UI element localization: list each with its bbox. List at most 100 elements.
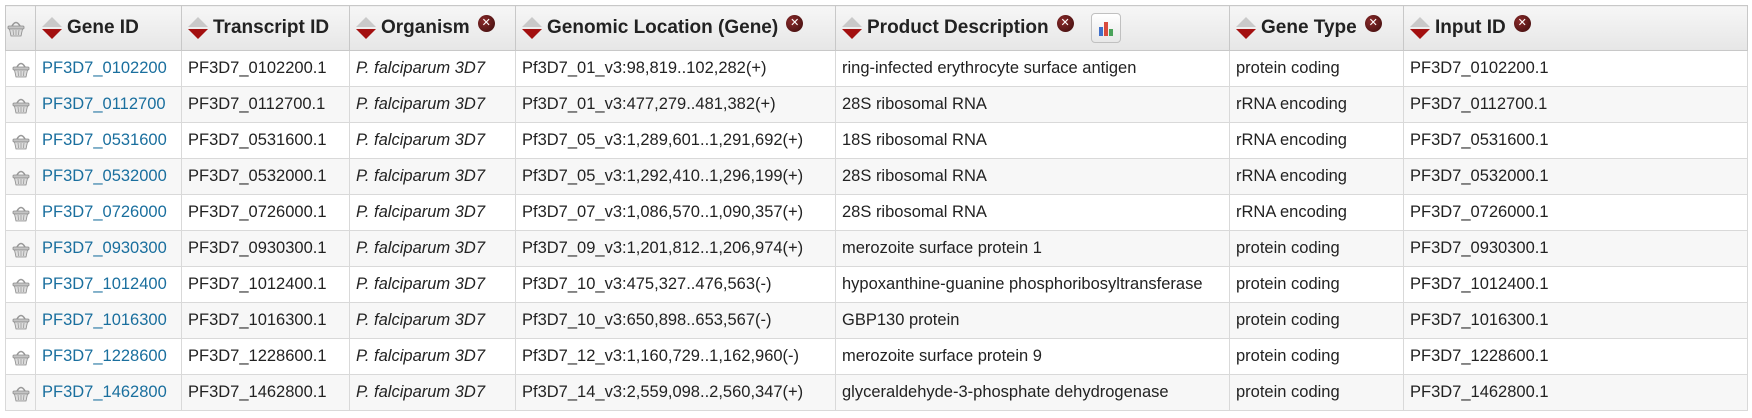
- product-description-cell: hypoxanthine-guanine phosphoribosyltrans…: [835, 266, 1230, 303]
- header-row: Gene ID Transcript ID Organism ✕: [5, 5, 1748, 51]
- sort-arrows-icon[interactable]: [1236, 17, 1256, 39]
- gene-id-cell: PF3D7_0531600: [35, 122, 182, 159]
- gene-id-cell: PF3D7_0930300: [35, 230, 182, 267]
- sort-arrows-icon[interactable]: [188, 17, 208, 39]
- header-input-id[interactable]: Input ID ✕: [1403, 5, 1748, 51]
- basket-icon[interactable]: [11, 239, 31, 259]
- basket-icon[interactable]: [11, 95, 31, 115]
- sort-arrows-icon[interactable]: [842, 17, 862, 39]
- sort-arrows-icon[interactable]: [1410, 17, 1430, 39]
- header-gene-type[interactable]: Gene Type ✕: [1229, 5, 1404, 51]
- header-organism[interactable]: Organism ✕: [349, 5, 516, 51]
- table-row: PF3D7_0102200 PF3D7_0102200.1 P. falcipa…: [5, 50, 1748, 87]
- gene-id-link[interactable]: PF3D7_0531600: [42, 131, 167, 149]
- basket-cell[interactable]: [5, 266, 36, 303]
- transcript-id-cell: PF3D7_0726000.1: [181, 194, 350, 231]
- gene-id-cell: PF3D7_0112700: [35, 86, 182, 123]
- basket-icon[interactable]: [6, 18, 26, 38]
- table-row: PF3D7_1016300 PF3D7_1016300.1 P. falcipa…: [5, 302, 1748, 339]
- basket-icon[interactable]: [11, 131, 31, 151]
- genomic-location-cell: Pf3D7_09_v3:1,201,812..1,206,974(+): [515, 230, 836, 267]
- gene-type-cell: protein coding: [1229, 230, 1404, 267]
- input-id-cell: PF3D7_1012400.1: [1403, 266, 1748, 303]
- gene-type-cell: protein coding: [1229, 338, 1404, 375]
- header-label: Gene Type: [1261, 17, 1357, 38]
- genomic-location-cell: Pf3D7_14_v3:2,559,098..2,560,347(+): [515, 374, 836, 411]
- basket-cell[interactable]: [5, 230, 36, 267]
- organism-cell: P. falciparum 3D7: [349, 302, 516, 339]
- gene-id-link[interactable]: PF3D7_0102200: [42, 59, 167, 77]
- basket-cell[interactable]: [5, 86, 36, 123]
- basket-icon[interactable]: [11, 275, 31, 295]
- basket-cell[interactable]: [5, 158, 36, 195]
- gene-id-cell: PF3D7_1016300: [35, 302, 182, 339]
- basket-cell[interactable]: [5, 122, 36, 159]
- basket-icon[interactable]: [11, 203, 31, 223]
- table-header: Gene ID Transcript ID Organism ✕: [5, 5, 1748, 51]
- input-id-cell: PF3D7_1016300.1: [1403, 302, 1748, 339]
- gene-id-link[interactable]: PF3D7_0930300: [42, 239, 167, 257]
- input-id-cell: PF3D7_0102200.1: [1403, 50, 1748, 87]
- gene-type-cell: rRNA encoding: [1229, 86, 1404, 123]
- basket-icon[interactable]: [11, 383, 31, 403]
- basket-cell[interactable]: [5, 338, 36, 375]
- close-icon[interactable]: ✕: [1364, 14, 1382, 32]
- gene-id-link[interactable]: PF3D7_1228600: [42, 347, 167, 365]
- organism-cell: P. falciparum 3D7: [349, 374, 516, 411]
- gene-id-link[interactable]: PF3D7_1016300: [42, 311, 167, 329]
- basket-icon[interactable]: [11, 59, 31, 79]
- table-row: PF3D7_0930300 PF3D7_0930300.1 P. falcipa…: [5, 230, 1748, 267]
- input-id-cell: PF3D7_1228600.1: [1403, 338, 1748, 375]
- header-label: Input ID: [1435, 17, 1506, 38]
- genomic-location-cell: Pf3D7_01_v3:98,819..102,282(+): [515, 50, 836, 87]
- close-icon[interactable]: ✕: [1056, 14, 1074, 32]
- transcript-id-cell: PF3D7_1228600.1: [181, 338, 350, 375]
- header-label: Gene ID: [67, 17, 139, 38]
- table-row: PF3D7_1462800 PF3D7_1462800.1 P. falcipa…: [5, 374, 1748, 411]
- gene-type-cell: rRNA encoding: [1229, 158, 1404, 195]
- organism-cell: P. falciparum 3D7: [349, 86, 516, 123]
- close-icon[interactable]: ✕: [477, 14, 495, 32]
- genomic-location-cell: Pf3D7_05_v3:1,289,601..1,291,692(+): [515, 122, 836, 159]
- basket-cell[interactable]: [5, 302, 36, 339]
- basket-icon[interactable]: [11, 311, 31, 331]
- basket-icon[interactable]: [11, 347, 31, 367]
- gene-id-link[interactable]: PF3D7_0532000: [42, 167, 167, 185]
- header-gene-id[interactable]: Gene ID: [35, 5, 182, 51]
- bar-chart-icon[interactable]: [1090, 13, 1121, 43]
- gene-id-link[interactable]: PF3D7_1012400: [42, 275, 167, 293]
- transcript-id-cell: PF3D7_0532000.1: [181, 158, 350, 195]
- close-icon[interactable]: ✕: [1513, 14, 1531, 32]
- close-icon[interactable]: ✕: [786, 14, 804, 32]
- gene-id-link[interactable]: PF3D7_0726000: [42, 203, 167, 221]
- product-description-cell: ring-infected erythrocyte surface antige…: [835, 50, 1230, 87]
- basket-icon[interactable]: [11, 167, 31, 187]
- genomic-location-cell: Pf3D7_10_v3:650,898..653,567(-): [515, 302, 836, 339]
- gene-id-link[interactable]: PF3D7_0112700: [42, 95, 166, 113]
- header-label: Transcript ID: [213, 17, 330, 38]
- transcript-id-cell: PF3D7_0112700.1: [181, 86, 350, 123]
- header-genomic-location[interactable]: Genomic Location (Gene) ✕: [515, 5, 836, 51]
- gene-id-cell: PF3D7_1228600: [35, 338, 182, 375]
- input-id-cell: PF3D7_1462800.1: [1403, 374, 1748, 411]
- basket-cell[interactable]: [5, 50, 36, 87]
- header-transcript-id[interactable]: Transcript ID: [181, 5, 350, 51]
- gene-id-link[interactable]: PF3D7_1462800: [42, 383, 167, 401]
- genomic-location-cell: Pf3D7_10_v3:475,327..476,563(-): [515, 266, 836, 303]
- basket-cell[interactable]: [5, 194, 36, 231]
- genomic-location-cell: Pf3D7_12_v3:1,160,729..1,162,960(-): [515, 338, 836, 375]
- genomic-location-cell: Pf3D7_07_v3:1,086,570..1,090,357(+): [515, 194, 836, 231]
- sort-arrows-icon[interactable]: [356, 17, 376, 39]
- header-basket[interactable]: [5, 5, 36, 51]
- sort-arrows-icon[interactable]: [42, 17, 62, 39]
- transcript-id-cell: PF3D7_0531600.1: [181, 122, 350, 159]
- basket-cell[interactable]: [5, 374, 36, 411]
- input-id-cell: PF3D7_0531600.1: [1403, 122, 1748, 159]
- organism-cell: P. falciparum 3D7: [349, 158, 516, 195]
- sort-arrows-icon[interactable]: [522, 17, 542, 39]
- product-description-cell: 18S ribosomal RNA: [835, 122, 1230, 159]
- header-product-description[interactable]: Product Description ✕: [835, 5, 1230, 51]
- results-table: Gene ID Transcript ID Organism ✕: [5, 5, 1748, 411]
- gene-type-cell: rRNA encoding: [1229, 194, 1404, 231]
- transcript-id-cell: PF3D7_0102200.1: [181, 50, 350, 87]
